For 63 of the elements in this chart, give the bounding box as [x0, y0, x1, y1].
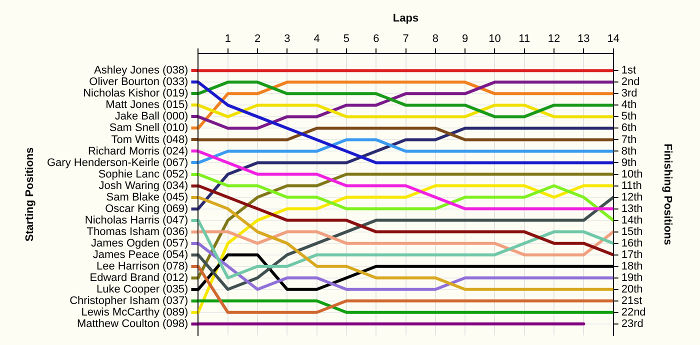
legend-label: Oscar King (069): [105, 202, 188, 215]
legend-label: Tom Witts (048): [111, 134, 188, 146]
legend-label: Lee Harrison (078): [96, 260, 188, 272]
y-tick-label: 23rd: [621, 318, 644, 330]
legend-label: Josh Waring (034): [98, 180, 188, 192]
y-tick-label: 4th: [621, 99, 637, 112]
legend-label: James Peace (054): [92, 248, 188, 261]
y-tick-label: 6th: [621, 122, 637, 134]
x-tick-label: 1: [224, 32, 231, 45]
y-tick-label: 8th: [621, 145, 637, 158]
y-tick-label: 5th: [621, 110, 637, 123]
y-tick-label: 19th: [621, 272, 643, 284]
legend-label: Jake Ball (000): [114, 110, 188, 123]
y-tick-label: 2nd: [621, 76, 640, 88]
y-tick-label: 3rd: [621, 88, 638, 100]
y-tick-label: 16th: [621, 237, 643, 250]
legend-label: Edward Brand (012): [90, 272, 188, 284]
x-tick-label: 14: [607, 32, 620, 45]
x-tick-label: 6: [373, 32, 380, 45]
legend-label: Matt Jones (015): [106, 99, 188, 112]
x-tick-label: 5: [343, 32, 350, 45]
legend-label: Sophie Lanc (052): [98, 168, 188, 180]
x-tick-label: 3: [284, 32, 290, 45]
legend-label: Thomas Isham (036): [86, 226, 188, 238]
y-tick-label: 21st: [621, 294, 642, 307]
y-tick-label: 13th: [621, 202, 643, 215]
x-tick-label: 2: [254, 32, 261, 45]
legend-label: Nicholas Kishor (019): [83, 88, 188, 100]
y-tick-label: 15th: [621, 226, 643, 238]
x-axis-title: Laps: [392, 12, 419, 25]
y-tick-label: 9th: [621, 156, 637, 169]
legend-label: James Ogden (057): [91, 237, 188, 250]
x-tick-label: 11: [518, 32, 530, 45]
x-tick-label: 8: [432, 32, 438, 45]
y-tick-label: 17th: [621, 248, 643, 261]
legend-label: Christopher Isham (037): [70, 294, 188, 307]
y-tick-label: 22nd: [621, 306, 646, 318]
y-tick-label: 1st: [621, 64, 636, 77]
y-axis-title: Finishing Positions: [661, 144, 674, 246]
legend-label: Oliver Bourton (033): [89, 76, 188, 88]
x-tick-label: 7: [402, 32, 409, 45]
x-tick-label: 12: [548, 32, 560, 45]
x-tick-label: 13: [578, 32, 590, 45]
x-tick-label: 10: [488, 32, 501, 45]
legend-label: Sam Snell (010): [109, 122, 188, 134]
x-tick-label: 9: [462, 32, 468, 45]
legend-label: Sam Blake (045): [106, 191, 188, 204]
legend-label: Lewis McCarthy (089): [81, 306, 188, 318]
y-tick-label: 12th: [621, 191, 643, 204]
legend-label: Matthew Coulton (098): [76, 318, 188, 330]
legend-label: Richard Morris (024): [88, 145, 188, 158]
text: Starting Positions: [24, 147, 36, 242]
y-tick-label: 11th: [621, 180, 642, 192]
y-tick-label: 18th: [621, 260, 643, 272]
legend-label: Nicholas Harris (047): [84, 214, 188, 226]
legend-label: Gary Henderson-Keirle (067): [46, 156, 188, 169]
y-tick-label: 10th: [621, 168, 643, 180]
legend-label: Ashley Jones (038): [94, 64, 188, 77]
y-tick-label: 14th: [621, 214, 643, 226]
x-tick-label: 4: [314, 32, 320, 45]
y-tick-label: 20th: [621, 283, 643, 296]
y-tick-label: 7th: [621, 134, 637, 146]
legend-label: Luke Cooper (035): [96, 283, 188, 296]
